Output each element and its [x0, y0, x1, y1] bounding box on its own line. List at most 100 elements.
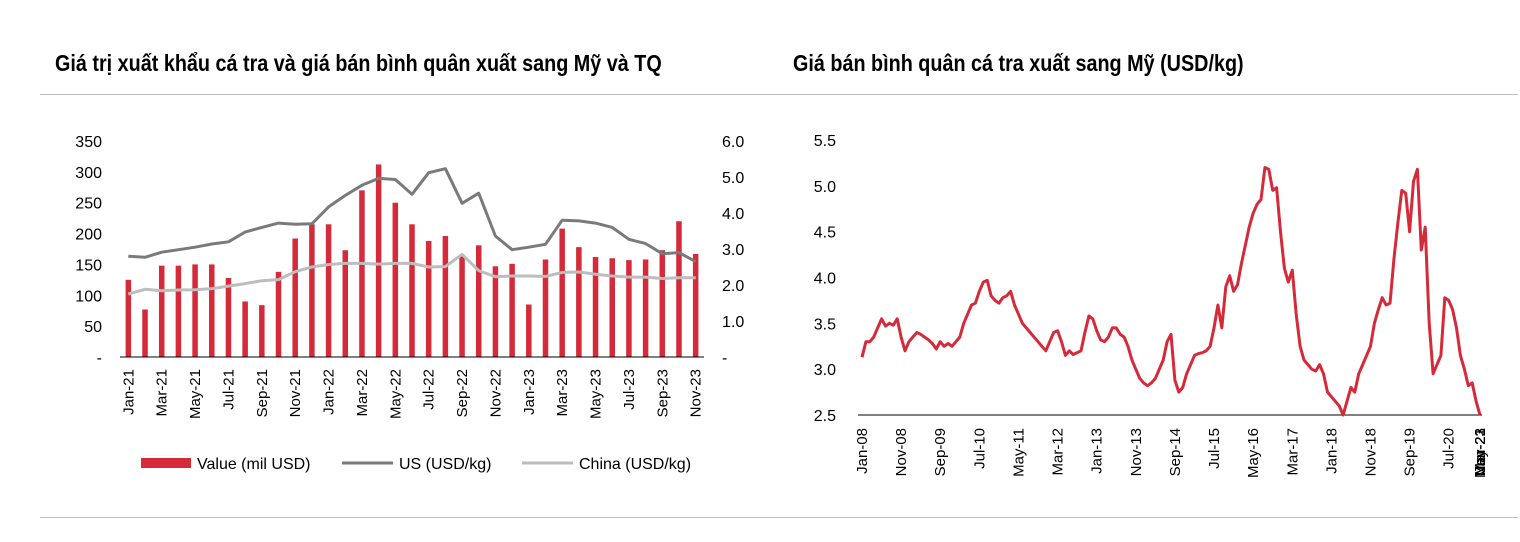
- value-bar: [292, 238, 298, 357]
- value-bar: [676, 221, 682, 357]
- value-bar: [576, 247, 582, 357]
- x-tick-label: Nov-23: [1472, 428, 1489, 476]
- y-tick-label: 3.0: [814, 362, 836, 379]
- x-tick-label: Nov-23: [688, 369, 705, 417]
- x-tick-label: Mar-12: [1050, 428, 1067, 476]
- x-tick-label: Jul-10: [971, 428, 988, 469]
- x-tick-label: Jan-22: [321, 369, 338, 415]
- x-tick-label: Nov-13: [1128, 428, 1145, 476]
- x-tick-label: Mar-23: [554, 369, 571, 417]
- x-tick-label: Mar-21: [154, 369, 171, 417]
- y-right-tick-label: 2.0: [722, 278, 744, 295]
- chart-left-title: Giá trị xuất khẩu cá tra và giá bán bình…: [55, 50, 662, 76]
- y-tick-label: 4.5: [814, 225, 836, 242]
- y-left-tick-label: 350: [75, 134, 102, 151]
- x-tick-label: Mar-22: [1472, 428, 1489, 476]
- legend-value-label: Value (mil USD): [197, 456, 311, 473]
- x-tick-label: Sep-19: [1402, 428, 1419, 476]
- x-tick-label: Jul-22: [421, 369, 438, 410]
- x-tick-label: Jan-23: [521, 369, 538, 415]
- x-tick-label: Nov-22: [487, 369, 504, 417]
- value-bar: [225, 278, 232, 357]
- value-bar: [542, 259, 549, 357]
- x-tick-label: May-21: [1472, 428, 1489, 478]
- value-bar: [125, 279, 132, 357]
- value-bar: [142, 309, 148, 357]
- y-right-tick-label: 4.0: [722, 206, 744, 223]
- x-tick-label: May-11: [1010, 428, 1027, 477]
- x-tick-label: Sep-22: [454, 369, 471, 417]
- value-bar: [692, 253, 699, 357]
- value-bar: [526, 304, 532, 357]
- value-bar: [209, 264, 215, 357]
- value-bar: [325, 224, 332, 357]
- y-left-tick-label: 50: [84, 319, 102, 336]
- value-bar: [175, 265, 182, 357]
- y-tick-label: 5.0: [814, 179, 836, 196]
- value-bar: [259, 305, 265, 357]
- x-tick-label: Jan-08: [854, 428, 871, 474]
- x-tick-label: Jan-23: [1472, 428, 1489, 474]
- export-value-chart: - 50 100 150 200 250 300 350 - 1.0 2.0 3.0 4.0 5.0 6.0…: [75, 134, 744, 473]
- y-left-tick-label: 250: [75, 196, 102, 213]
- x-tick-label: Jul-21: [220, 369, 237, 410]
- x-tick-label: Nov-21: [287, 369, 304, 417]
- x-tick-label: May-21: [187, 369, 204, 419]
- x-tick-label: Sep-21: [254, 369, 271, 417]
- value-bar: [392, 202, 399, 357]
- value-bar: [359, 190, 365, 357]
- value-bar: [626, 260, 632, 357]
- x-tick-label: Jan-18: [1323, 428, 1340, 474]
- y-tick-label: 3.5: [814, 316, 836, 333]
- y-right-tick-label: 3.0: [722, 242, 744, 259]
- y-tick-label: 2.5: [814, 408, 836, 425]
- value-bar: [309, 224, 315, 357]
- china-price-line: [127, 252, 696, 296]
- x-tick-label: Sep-14: [1167, 428, 1184, 476]
- value-bar: [592, 257, 599, 357]
- y-left-tick-label: 200: [75, 227, 102, 244]
- value-bar: [275, 271, 282, 357]
- y-left-tick-label: 100: [75, 288, 102, 305]
- chart-right-title: Giá bán bình quân cá tra xuất sang Mỹ (U…: [793, 50, 1244, 76]
- x-tick-label: Nov-18: [1362, 428, 1379, 476]
- value-bar: [342, 250, 349, 357]
- x-tick-label: Sep-23: [654, 369, 671, 417]
- y-left-tick-label: 150: [75, 257, 102, 274]
- us-price-line: [860, 166, 1482, 417]
- value-bar: [158, 265, 165, 357]
- y-right-tick-label: 5.0: [722, 170, 744, 187]
- footer-divider: [40, 517, 1518, 518]
- legend-us-label: US (USD/kg): [399, 456, 491, 473]
- y-right-tick-label: -: [722, 350, 727, 367]
- value-bar: [659, 250, 666, 357]
- header-divider: [40, 94, 1518, 95]
- y-tick-label: 4.0: [814, 271, 836, 288]
- value-bar: [642, 259, 649, 357]
- y-left-tick-label: -: [97, 350, 102, 367]
- value-bar: [492, 266, 499, 357]
- legend-china-label: China (USD/kg): [579, 456, 691, 473]
- y-left-tick-label: 300: [75, 165, 102, 182]
- value-bar: [609, 258, 615, 357]
- value-bar: [192, 264, 198, 357]
- legend-value-swatch: [141, 458, 191, 468]
- value-bar: [425, 240, 432, 357]
- value-bar: [375, 164, 382, 357]
- x-tick-label: May-22: [387, 369, 404, 419]
- value-bar: [442, 236, 449, 357]
- value-bar: [409, 224, 415, 357]
- value-bar: [559, 228, 565, 357]
- value-bar: [475, 245, 482, 357]
- x-tick-label: May-23: [588, 369, 605, 419]
- y-right-tick-label: 6.0: [722, 134, 744, 151]
- x-tick-label: Jan-21: [120, 369, 137, 415]
- us-price-line: [128, 167, 697, 263]
- x-tick-label: Mar-22: [354, 369, 371, 417]
- x-tick-label: May-16: [1245, 428, 1262, 478]
- value-bar: [242, 301, 248, 357]
- x-tick-label: Mar-17: [1284, 428, 1301, 476]
- y-tick-label: 5.5: [814, 133, 836, 150]
- x-tick-label: Sep-09: [932, 428, 949, 476]
